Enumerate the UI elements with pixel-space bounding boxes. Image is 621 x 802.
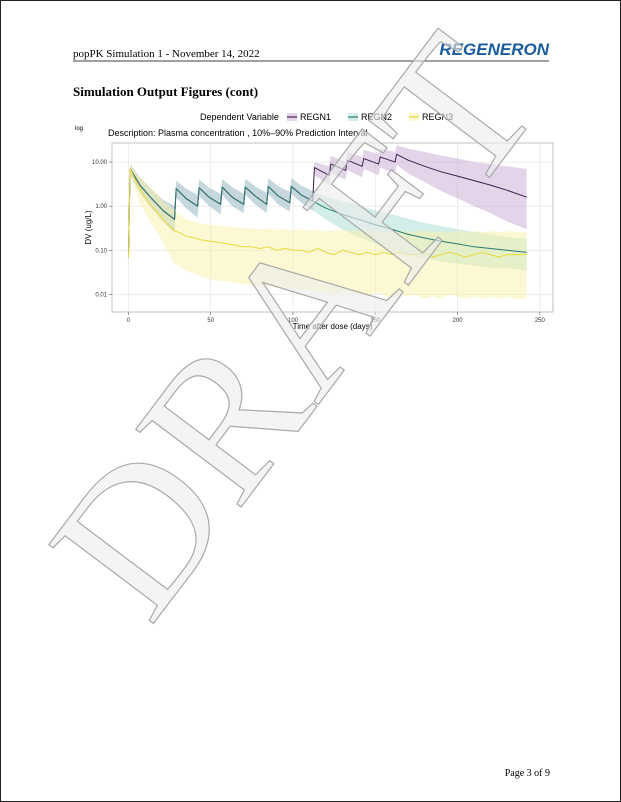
x-tick-label: 100 — [288, 318, 299, 324]
scale-note: log — [75, 126, 83, 132]
y-tick-label: 0.10 — [95, 248, 107, 254]
prediction-band — [128, 145, 527, 264]
legend-label: REGN3 — [422, 112, 453, 122]
legend-title: Dependent Variable — [200, 112, 279, 122]
y-tick-label: 10.00 — [92, 160, 108, 166]
header-title: popPK Simulation 1 - November 14, 2022 — [73, 48, 260, 60]
x-tick-label: 200 — [453, 318, 464, 324]
legend-label: REGN1 — [300, 112, 331, 122]
x-tick-label: 0 — [127, 318, 131, 324]
x-axis-label: Time after dose (days) — [293, 322, 373, 331]
series-line — [127, 168, 527, 258]
x-tick-label: 50 — [207, 318, 214, 324]
plot-layer — [127, 145, 527, 299]
logo: REGENERON — [439, 40, 549, 59]
legend-label: REGN2 — [361, 112, 392, 122]
series-line — [127, 168, 527, 258]
y-tick-label: 1.00 — [95, 204, 107, 210]
section-title: Simulation Output Figures (cont) — [73, 84, 258, 99]
y-axis-label: DV (ug/L) — [84, 210, 93, 245]
x-tick-label: 150 — [370, 318, 381, 324]
x-tick-label: 250 — [535, 318, 546, 324]
page-number: Page 3 of 9 — [505, 768, 550, 779]
prediction-band — [128, 164, 527, 299]
y-tick-label: 0.01 — [95, 292, 107, 298]
chart: Dependent Variable REGN1 REGN2 REGN3 log Desc… — [75, 112, 554, 331]
chart-subtitle: Description: Plasma concentration , 10%–… — [108, 128, 368, 138]
